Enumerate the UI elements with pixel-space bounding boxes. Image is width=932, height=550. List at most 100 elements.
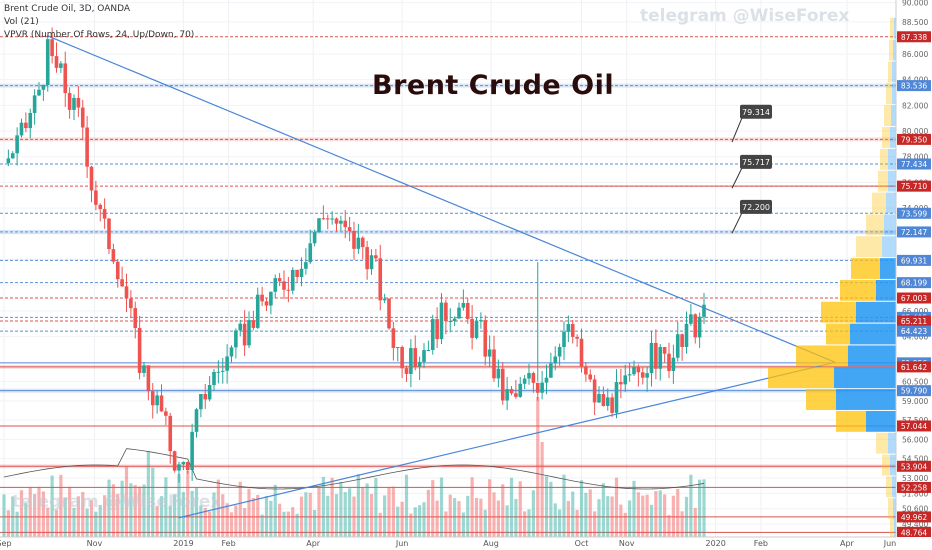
price-tag-label: 48.764 [901, 528, 927, 537]
candle-body [312, 232, 317, 244]
candle-body [654, 342, 658, 369]
volume-ma [3, 448, 705, 490]
callout-box [740, 199, 772, 214]
y-tick-label: 64.000 [902, 333, 928, 342]
volume-bar [518, 481, 522, 537]
volume-bar [531, 490, 535, 537]
volume-bar [286, 511, 290, 537]
candle-body [41, 84, 46, 90]
vpvr-down-bar [886, 476, 892, 498]
candle-body [465, 303, 470, 319]
volume-bar [496, 500, 500, 537]
candle-body [229, 347, 234, 357]
callout-pointer [731, 117, 743, 143]
y-tick-label: 82.000 [902, 101, 928, 110]
volume-bar [190, 490, 194, 537]
candle-body [111, 249, 116, 262]
candle-body [172, 451, 177, 471]
volume-bar [111, 484, 115, 537]
callout-box [740, 104, 772, 119]
volume-bar [523, 511, 527, 537]
x-tick-label: Feb [754, 539, 768, 548]
volume-bar [606, 496, 610, 537]
candle-body [347, 227, 352, 232]
y-tick-label: 66.000 [902, 307, 928, 316]
candle-body [286, 289, 291, 291]
volume-bar [326, 495, 330, 537]
y-tick-label: 80.000 [902, 127, 928, 136]
volume-bar [444, 511, 448, 537]
volume-bar [514, 498, 518, 537]
volume-bar [208, 511, 212, 537]
candle-body [115, 261, 120, 280]
candle-body [505, 389, 509, 401]
vpvr-down-bar [806, 389, 836, 410]
candle-body [264, 301, 269, 306]
volume-bar [352, 496, 356, 537]
callout-pointer [731, 212, 743, 234]
candle-body [164, 411, 168, 416]
candle-body [247, 320, 251, 346]
vpvr-up-bar [893, 39, 896, 61]
vpvr-up-bar [891, 105, 896, 127]
price-tag-label: 79.350 [901, 135, 927, 144]
volume-bar [50, 475, 54, 537]
candle-body [640, 372, 645, 378]
time-axis: Sep Nov 2019 Feb Apr Jun Aug Oct Nov 2020 Feb Apr Ju… [0, 536, 932, 550]
candle-body [448, 321, 453, 323]
candle-body [566, 324, 571, 332]
vpvr-up-bar [888, 432, 896, 454]
volume-bar [566, 500, 570, 537]
candle-body [496, 368, 501, 379]
candle-body [562, 331, 566, 348]
volume-bars [2, 397, 706, 537]
candle-body [352, 231, 356, 249]
callout-pointer [731, 167, 743, 189]
watermark-top: telegram @WiseForex [640, 6, 850, 26]
volume-bar [278, 503, 282, 537]
volume-bar [63, 497, 67, 537]
price-tag-label: 69.931 [901, 256, 927, 265]
volume-bar [492, 492, 496, 537]
candle-body [500, 368, 505, 401]
vpvr-up-bar [882, 236, 896, 258]
candle-body [32, 95, 37, 113]
candle-body [509, 389, 514, 394]
candle-body [601, 394, 606, 406]
price-tag-label: 77.434 [901, 160, 927, 169]
vpvr-up-bar [890, 127, 896, 148]
volume-bar [575, 509, 579, 537]
volume-bar [41, 491, 45, 537]
volume-bar [584, 492, 588, 537]
volume-bar [431, 480, 435, 537]
volume-bar [558, 509, 562, 537]
volume-bar [383, 495, 387, 537]
volume-bar [348, 488, 352, 537]
vpvr-up-bar [866, 410, 896, 432]
candle-body [544, 377, 549, 383]
price-tag [897, 226, 931, 238]
volume-bar [702, 479, 706, 537]
chart-title: Brent Crude Oil [372, 70, 615, 101]
volume-bar [299, 496, 304, 537]
volume-bar [159, 496, 164, 537]
candle-body [290, 269, 295, 291]
volume-bar [391, 486, 395, 537]
price-tag [897, 254, 931, 266]
candle-body [605, 397, 610, 406]
candle-body [492, 349, 496, 379]
candle-body [181, 462, 186, 465]
volume-bar [295, 513, 299, 537]
price-tag-label: 65.211 [901, 317, 927, 326]
candle-body [404, 368, 409, 374]
x-tick-label: Feb [221, 539, 235, 548]
price-tag [897, 133, 931, 145]
grid [0, 0, 896, 537]
volume-bar [76, 496, 80, 537]
volume-bar [199, 505, 203, 537]
volume-bar [282, 511, 286, 537]
vpvr-down-bar [851, 258, 880, 279]
volume-bar [168, 505, 172, 537]
x-tick-label: Sep [0, 539, 12, 548]
